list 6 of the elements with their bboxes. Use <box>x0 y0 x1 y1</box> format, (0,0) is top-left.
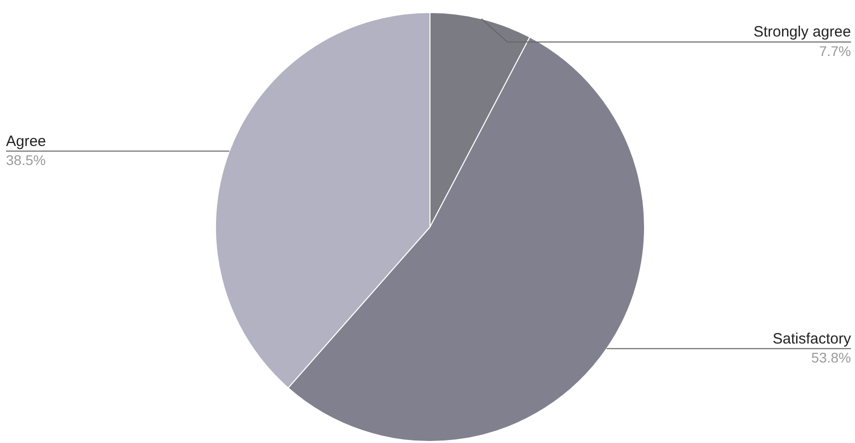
slice-label: Strongly agree <box>753 24 851 41</box>
data-label: 38.5% <box>6 152 46 168</box>
data-label: 53.8% <box>811 350 851 366</box>
data-label: 7.7% <box>819 42 851 59</box>
slice-label: Agree <box>6 132 46 150</box>
slice-label: Satisfactory <box>772 330 852 348</box>
